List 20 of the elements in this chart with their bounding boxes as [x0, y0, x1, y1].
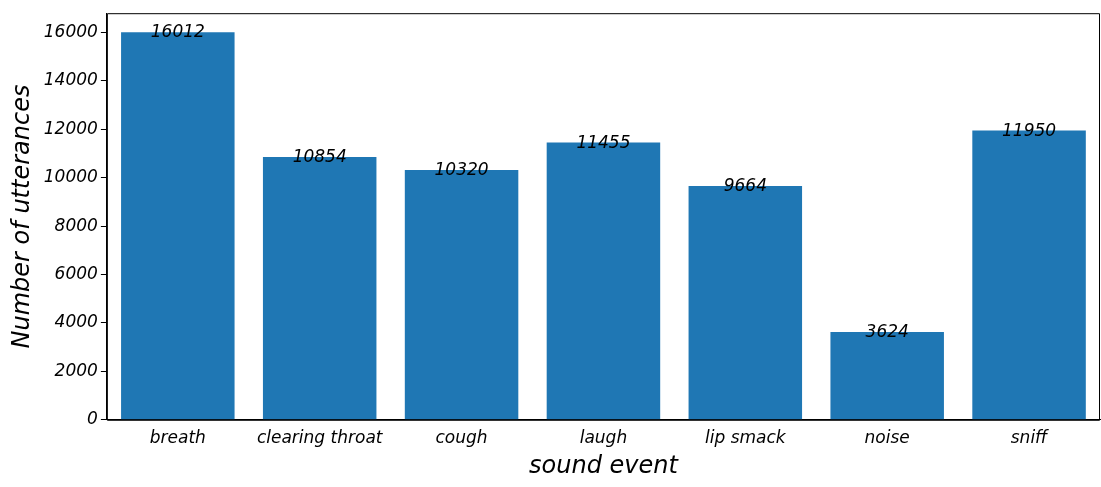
data-label: 11950 — [1002, 119, 1057, 140]
y-tick-label: 8000 — [54, 214, 98, 235]
x-tick-label: laugh — [579, 427, 628, 448]
y-tick-label: 12000 — [43, 117, 98, 138]
y-axis-title: Number of utterances — [6, 84, 35, 349]
y-tick-label: 2000 — [54, 359, 98, 380]
y-tick-label: 16000 — [43, 20, 98, 41]
x-tick-label: lip smack — [704, 427, 787, 448]
y-tick-label: 6000 — [54, 263, 98, 284]
x-tick-label: sniff — [1010, 427, 1050, 448]
y-tick-label: 0 — [87, 408, 98, 429]
x-axis-title: sound event — [529, 450, 680, 479]
y-tick-label: 4000 — [54, 311, 98, 332]
x-tick-label: clearing throat — [256, 427, 384, 448]
x-tick-label: breath — [149, 427, 206, 448]
x-tick-label: noise — [864, 427, 910, 448]
x-tick-label: cough — [435, 427, 488, 448]
data-label: 11455 — [576, 131, 631, 152]
y-tick-label: 10000 — [43, 166, 98, 187]
y-tick-label: 14000 — [43, 69, 98, 90]
